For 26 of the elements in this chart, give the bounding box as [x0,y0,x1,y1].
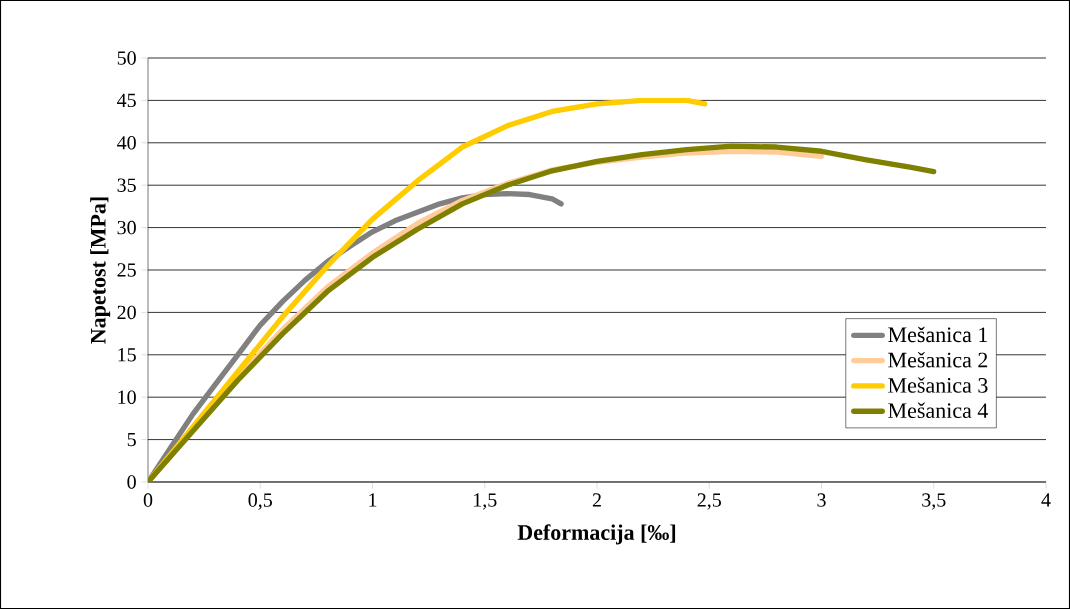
x-axis-title: Deformacija [‰] [517,524,676,545]
y-tick-label: 20 [117,305,136,320]
legend-label: Mešanica 1 [888,326,988,343]
legend-label: Mešanica 3 [888,377,988,393]
x-tick-label: 3 [817,493,826,507]
y-tick-label: 45 [117,93,136,108]
y-tick-label: 35 [117,178,136,192]
x-tick-label: 2,5 [697,493,721,510]
x-tick-label: 3,5 [922,493,946,510]
x-tick-label: 2 [592,493,601,507]
y-tick-label: 25 [117,263,136,277]
y-tick-label: 15 [118,348,136,362]
y-tick-label: 30 [117,220,136,235]
y-tick-label: 0 [127,475,136,489]
x-tick-label: 0,5 [248,493,272,510]
legend-label: Mešanica 2 [888,351,988,368]
y-tick-label: 10 [118,390,136,404]
legend-label: Mešanica 4 [888,402,989,419]
x-tick-label: 0 [143,493,153,507]
x-tick-label: 4 [1041,493,1051,507]
x-tick-label: 1 [369,493,377,507]
y-tick-label: 40 [117,136,136,150]
x-tick-label: 1,5 [474,493,497,510]
y-axis-title: Napetost [MPa] [90,197,111,344]
y-tick-label: 5 [127,432,136,447]
y-tick-label: 50 [117,51,136,65]
